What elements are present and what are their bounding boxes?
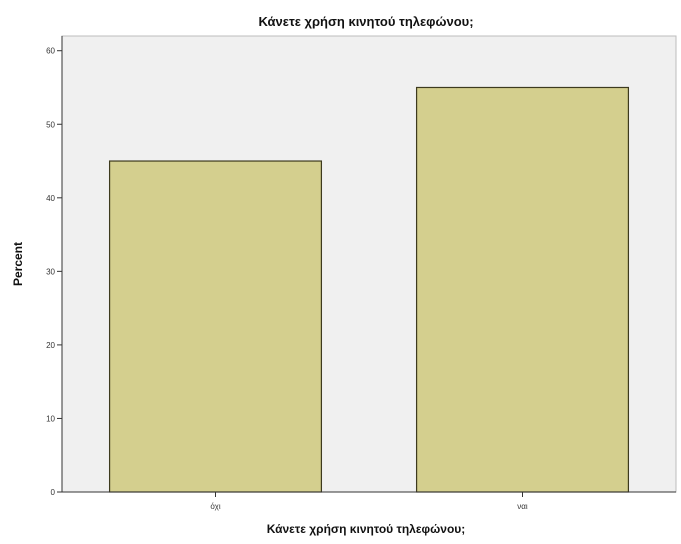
chart-title: Κάνετε χρήση κινητού τηλεφώνου; <box>258 14 473 29</box>
y-tick-label: 10 <box>46 414 55 423</box>
bars-group <box>108 86 630 493</box>
x-tick-label: ναι <box>517 502 528 511</box>
y-tick-label: 60 <box>46 47 55 56</box>
y-axis-label: Percent <box>11 242 25 286</box>
bar-1 <box>108 160 323 493</box>
bar-2 <box>415 86 630 493</box>
y-tick-label: 30 <box>46 267 55 276</box>
x-axis-label: Κάνετε χρήση κινητού τηλεφώνου; <box>267 522 466 536</box>
x-tick-label: όχι <box>210 502 220 511</box>
y-tick-label: 0 <box>51 488 56 497</box>
y-tick-label: 40 <box>46 194 55 203</box>
y-tick-label: 50 <box>46 120 55 129</box>
y-axis: 0 10 20 30 40 50 60 <box>46 36 63 497</box>
x-axis: όχι ναι <box>62 491 676 511</box>
y-tick-label: 20 <box>46 341 55 350</box>
